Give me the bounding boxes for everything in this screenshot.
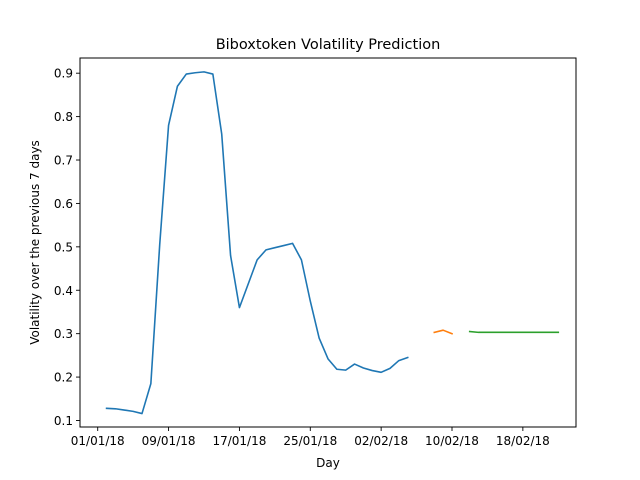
series-line-1 xyxy=(105,71,409,415)
y-axis-title: Volatility over the previous 7 days xyxy=(28,140,42,345)
y-tick-label: 0.2 xyxy=(54,371,73,385)
y-tick-label: 0.7 xyxy=(54,154,73,168)
x-axis-ticks: 01/01/18 09/01/18 17/01/18 25/01/18 02/02/18… xyxy=(71,427,550,448)
y-tick-label: 0.4 xyxy=(54,284,73,298)
x-tick-label: 09/01/18 xyxy=(142,434,196,448)
x-tick-label: 10/02/18 xyxy=(425,434,479,448)
y-tick-label: 0.9 xyxy=(54,67,73,81)
y-tick-label: 0.1 xyxy=(54,414,73,428)
x-tick-label: 25/01/18 xyxy=(283,434,337,448)
x-tick-label: 02/02/18 xyxy=(354,434,408,448)
plot-frame xyxy=(79,57,577,428)
y-axis-ticks: 0.1 0.2 0.3 0.4 0.5 0.6 0.7 0.8 0.9 xyxy=(54,67,80,428)
chart-title: Biboxtoken Volatility Prediction xyxy=(216,37,441,53)
series-line-3 xyxy=(468,330,560,334)
x-tick-label: 17/01/18 xyxy=(212,434,266,448)
series-lines xyxy=(105,71,560,415)
y-tick-label: 0.8 xyxy=(54,110,73,124)
y-tick-label: 0.6 xyxy=(54,197,73,211)
x-tick-label: 18/02/18 xyxy=(496,434,550,448)
series-line-2 xyxy=(433,329,454,335)
x-axis-title: Day xyxy=(316,456,340,470)
y-tick-label: 0.3 xyxy=(54,327,73,341)
y-tick-label: 0.5 xyxy=(54,240,73,254)
x-tick-label: 01/01/18 xyxy=(71,434,125,448)
